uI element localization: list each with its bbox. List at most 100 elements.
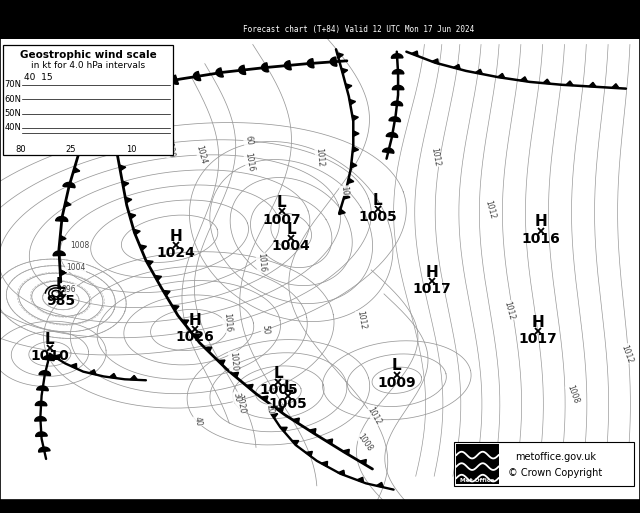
Text: 996: 996 bbox=[62, 285, 76, 293]
Text: 1016: 1016 bbox=[243, 152, 256, 172]
Text: L: L bbox=[372, 193, 383, 208]
Polygon shape bbox=[284, 61, 291, 70]
Polygon shape bbox=[261, 396, 268, 401]
Polygon shape bbox=[326, 439, 333, 444]
Polygon shape bbox=[342, 449, 349, 455]
Polygon shape bbox=[412, 51, 418, 56]
Polygon shape bbox=[543, 79, 550, 84]
Polygon shape bbox=[70, 364, 77, 369]
Text: 30: 30 bbox=[232, 391, 242, 403]
Polygon shape bbox=[116, 149, 123, 154]
Polygon shape bbox=[306, 451, 312, 457]
Polygon shape bbox=[63, 183, 75, 188]
Polygon shape bbox=[193, 334, 200, 339]
Text: 60: 60 bbox=[243, 135, 253, 146]
Text: 1012: 1012 bbox=[315, 147, 325, 167]
Polygon shape bbox=[86, 115, 99, 122]
Polygon shape bbox=[130, 376, 138, 380]
Polygon shape bbox=[122, 181, 129, 187]
Polygon shape bbox=[205, 347, 212, 352]
Polygon shape bbox=[612, 84, 619, 88]
Polygon shape bbox=[89, 370, 96, 374]
Polygon shape bbox=[104, 101, 110, 107]
Polygon shape bbox=[172, 305, 179, 311]
Polygon shape bbox=[337, 53, 344, 58]
Text: 1020: 1020 bbox=[163, 137, 176, 158]
Polygon shape bbox=[84, 134, 92, 140]
Text: 40N: 40N bbox=[4, 124, 21, 132]
Polygon shape bbox=[262, 63, 268, 72]
Text: 70N: 70N bbox=[4, 81, 22, 89]
Polygon shape bbox=[389, 117, 401, 122]
Polygon shape bbox=[36, 386, 48, 391]
Polygon shape bbox=[348, 178, 354, 184]
Text: L: L bbox=[392, 359, 402, 373]
Text: in kt for 4.0 hPa intervals: in kt for 4.0 hPa intervals bbox=[31, 61, 145, 70]
Text: 1016: 1016 bbox=[256, 253, 266, 273]
Polygon shape bbox=[35, 401, 47, 406]
Text: 1008: 1008 bbox=[565, 384, 580, 405]
Polygon shape bbox=[383, 148, 394, 153]
Polygon shape bbox=[349, 100, 356, 105]
Text: 1012: 1012 bbox=[483, 200, 497, 221]
Polygon shape bbox=[520, 77, 527, 82]
Text: H: H bbox=[534, 214, 547, 229]
Text: L: L bbox=[45, 332, 55, 347]
Text: 25: 25 bbox=[65, 145, 76, 153]
Polygon shape bbox=[589, 82, 596, 87]
Bar bbox=[456, 444, 499, 484]
Polygon shape bbox=[307, 58, 314, 68]
Polygon shape bbox=[105, 91, 113, 100]
Polygon shape bbox=[232, 372, 239, 378]
Polygon shape bbox=[129, 213, 136, 219]
Polygon shape bbox=[376, 482, 383, 487]
Polygon shape bbox=[216, 68, 223, 77]
Bar bbox=[0, 21, 640, 39]
Text: 80: 80 bbox=[16, 145, 26, 153]
Polygon shape bbox=[292, 441, 299, 445]
Text: 10: 10 bbox=[339, 186, 349, 196]
Bar bbox=[454, 442, 634, 486]
Text: 1016: 1016 bbox=[222, 313, 232, 333]
Text: 1005: 1005 bbox=[269, 397, 307, 411]
Polygon shape bbox=[392, 70, 404, 74]
Text: H: H bbox=[531, 315, 544, 330]
Text: L: L bbox=[56, 277, 66, 292]
Polygon shape bbox=[36, 432, 47, 437]
Polygon shape bbox=[38, 447, 50, 452]
Text: 1004: 1004 bbox=[66, 263, 85, 272]
Text: 1012: 1012 bbox=[429, 147, 442, 167]
Polygon shape bbox=[476, 69, 483, 74]
Bar bbox=[3, 46, 173, 155]
Text: H: H bbox=[189, 313, 202, 328]
Polygon shape bbox=[330, 57, 337, 66]
Text: 1007: 1007 bbox=[262, 212, 301, 227]
Polygon shape bbox=[56, 216, 68, 222]
Text: 1012: 1012 bbox=[355, 310, 368, 330]
Polygon shape bbox=[357, 477, 364, 482]
Polygon shape bbox=[392, 85, 404, 90]
Polygon shape bbox=[148, 80, 156, 88]
Polygon shape bbox=[239, 65, 246, 74]
Text: 985: 985 bbox=[46, 294, 76, 308]
Text: L: L bbox=[276, 195, 287, 210]
Polygon shape bbox=[353, 147, 358, 152]
Polygon shape bbox=[392, 54, 403, 58]
Text: 40: 40 bbox=[193, 416, 204, 427]
Polygon shape bbox=[351, 163, 357, 168]
Polygon shape bbox=[360, 460, 366, 465]
Polygon shape bbox=[276, 407, 284, 413]
Polygon shape bbox=[108, 116, 115, 123]
Polygon shape bbox=[60, 235, 66, 241]
Polygon shape bbox=[386, 132, 397, 137]
Text: 1008: 1008 bbox=[70, 242, 90, 250]
Polygon shape bbox=[140, 245, 147, 250]
Polygon shape bbox=[497, 73, 505, 78]
Text: metoffice.gov.uk: metoffice.gov.uk bbox=[515, 452, 596, 462]
Polygon shape bbox=[119, 165, 126, 171]
Text: 1012: 1012 bbox=[502, 300, 516, 321]
Text: 1020: 1020 bbox=[228, 351, 239, 371]
Text: 1010: 1010 bbox=[31, 349, 69, 363]
Polygon shape bbox=[53, 251, 65, 255]
Polygon shape bbox=[73, 167, 80, 173]
